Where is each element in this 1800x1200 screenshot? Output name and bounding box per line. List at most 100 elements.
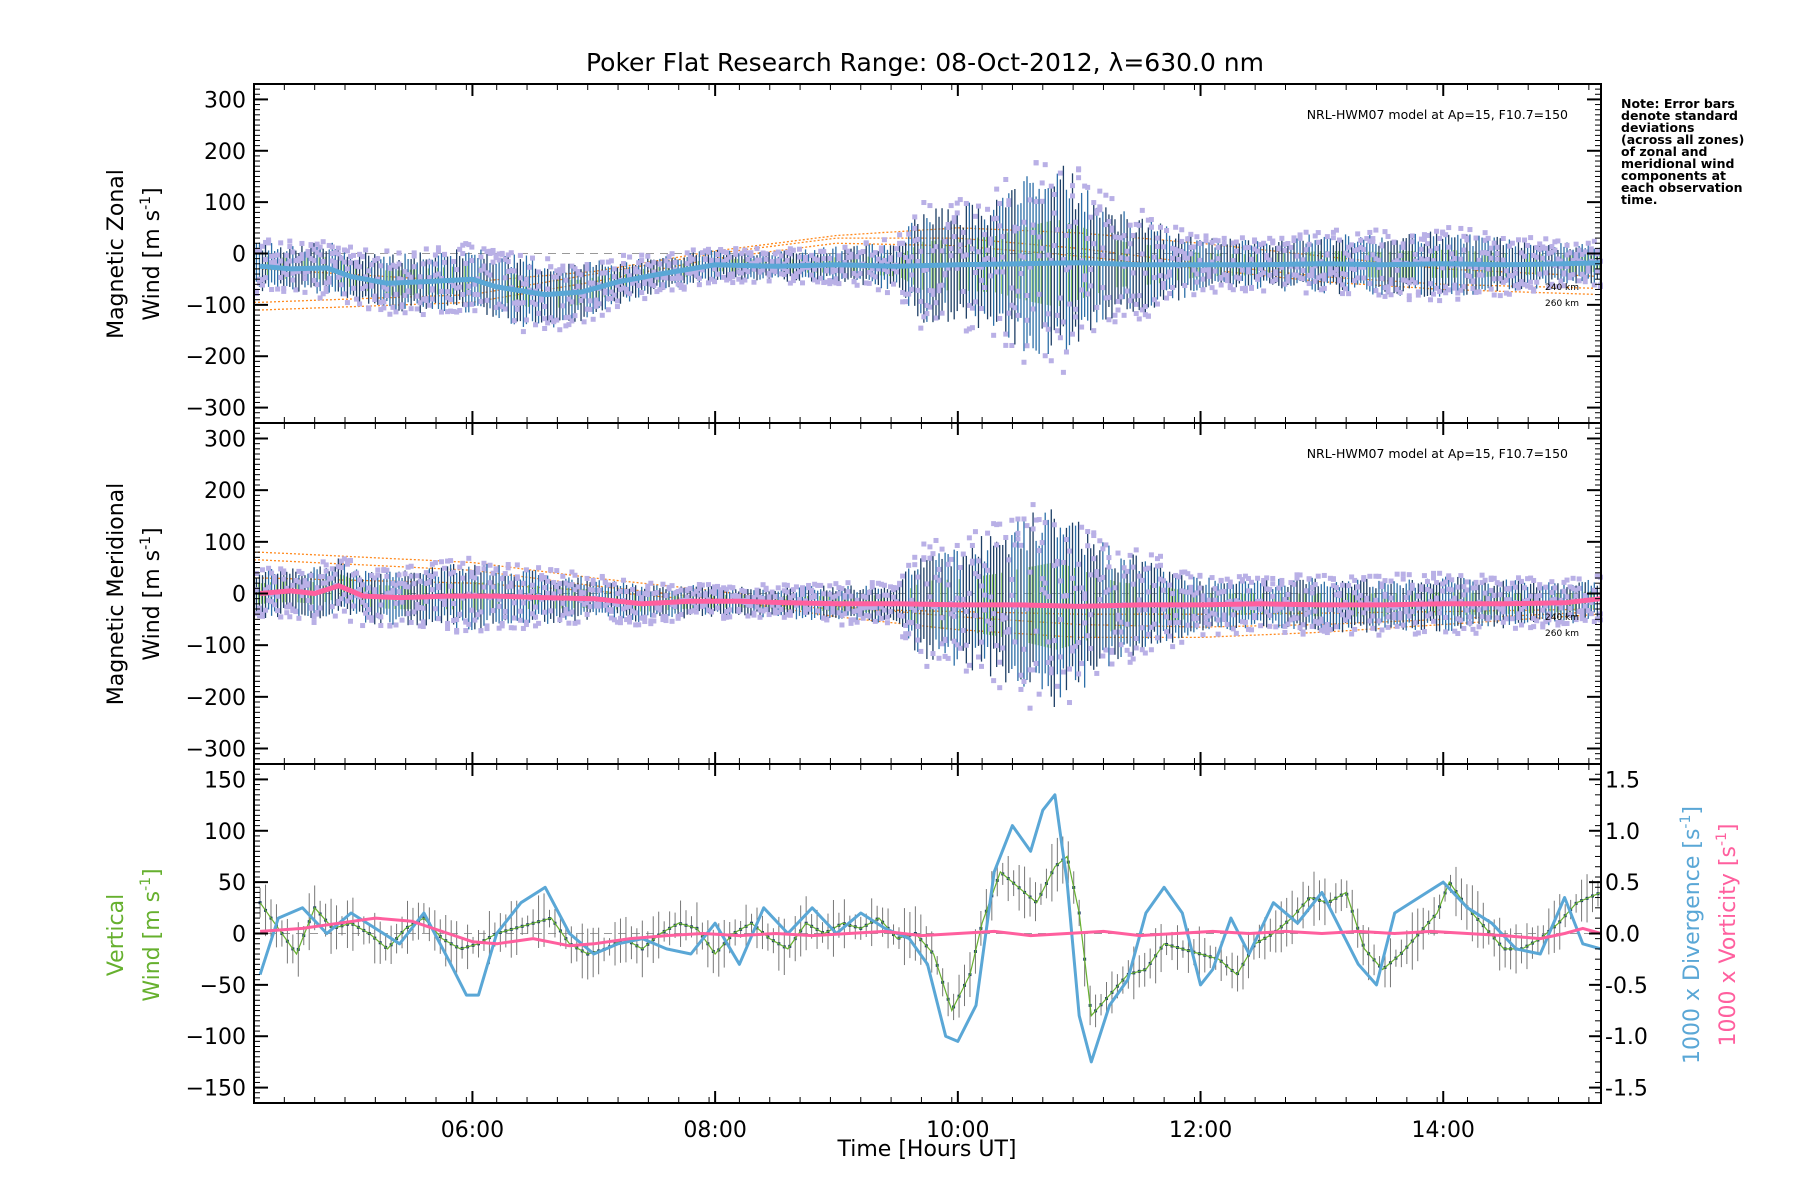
scatter-point xyxy=(432,606,438,612)
scatter-point xyxy=(1394,286,1400,292)
scatter-point xyxy=(1382,578,1388,584)
scatter-point xyxy=(630,280,636,286)
scatter-point xyxy=(621,606,627,612)
scatter-point xyxy=(429,587,435,593)
scatter-point xyxy=(903,635,909,641)
scatter-point xyxy=(924,302,930,308)
scatter-point xyxy=(1333,227,1339,233)
scatter-point xyxy=(1136,222,1142,228)
scatter-point xyxy=(1167,582,1173,588)
scatter-point xyxy=(566,620,572,626)
scatter-point xyxy=(1127,298,1133,304)
scatter-point xyxy=(560,303,566,309)
scatter-point xyxy=(569,318,575,324)
scatter-point xyxy=(1522,253,1528,259)
scatter-point xyxy=(1549,579,1555,585)
scatter-point xyxy=(445,558,451,564)
scatter-point xyxy=(1324,630,1330,636)
scatter-point xyxy=(645,276,651,282)
scatter-point xyxy=(338,596,344,602)
scatter-point xyxy=(1315,275,1321,281)
scatter-point xyxy=(660,614,666,620)
scatter-point xyxy=(390,262,396,268)
scatter-point xyxy=(493,304,499,310)
scatter-point xyxy=(1531,286,1537,292)
scatter-point xyxy=(1148,647,1154,653)
scatter-point xyxy=(323,286,329,292)
scatter-point xyxy=(851,608,857,614)
scatter-point xyxy=(1291,615,1297,621)
scatter-point xyxy=(1458,287,1464,293)
scatter-point xyxy=(1264,575,1270,581)
scatter-point xyxy=(763,607,769,613)
scatter-point xyxy=(478,267,484,273)
scatter-point xyxy=(854,254,860,260)
scatter-point xyxy=(1406,590,1412,596)
scatter-point xyxy=(1434,228,1440,234)
scatter-point xyxy=(478,609,484,615)
scatter-point xyxy=(633,269,639,275)
scatter-point xyxy=(1245,269,1251,275)
scatter-point xyxy=(1115,235,1121,241)
scatter-point xyxy=(508,580,514,586)
scatter-point xyxy=(754,246,760,252)
scatter-point xyxy=(457,564,463,570)
scatter-point xyxy=(1473,289,1479,295)
scatter-point xyxy=(696,275,702,281)
scatter-point xyxy=(1003,331,1009,337)
scatter-point xyxy=(887,609,893,615)
scatter-point xyxy=(812,581,818,587)
scatter-point xyxy=(1461,625,1467,631)
scatter-point xyxy=(1567,272,1573,278)
scatter-point xyxy=(426,579,432,585)
scatter-point xyxy=(344,266,350,272)
scatter-point xyxy=(1124,256,1130,262)
scatter-point xyxy=(884,269,890,275)
scatter-point xyxy=(666,254,672,260)
scatter-point xyxy=(1376,573,1382,579)
scatter-point xyxy=(1309,584,1315,590)
scatter-point xyxy=(645,253,651,259)
scatter-point xyxy=(1088,214,1094,220)
scatter-point xyxy=(1382,285,1388,291)
scatter-point xyxy=(1133,221,1139,227)
scatter-point xyxy=(523,281,529,287)
meridional-y-label-unit: Wind [m s xyxy=(140,550,165,661)
scatter-point xyxy=(839,622,845,628)
scatter-point xyxy=(314,585,320,591)
scatter-point xyxy=(1594,268,1600,274)
scatter-point xyxy=(906,562,912,568)
scatter-point xyxy=(945,224,951,230)
scatter-point xyxy=(1124,647,1130,653)
scatter-point xyxy=(281,285,287,291)
scatter-point xyxy=(991,611,997,617)
scatter-point xyxy=(259,567,265,573)
scatter-point xyxy=(533,604,539,610)
scatter-point xyxy=(1591,238,1597,244)
scatter-point xyxy=(1012,228,1018,234)
scatter-point xyxy=(1112,629,1118,635)
scatter-point xyxy=(378,307,384,313)
scatter-point xyxy=(1303,290,1309,296)
scatter-point xyxy=(511,268,517,274)
scatter-point xyxy=(1045,252,1051,258)
scatter-point xyxy=(1139,307,1145,313)
scatter-point xyxy=(384,573,390,579)
scatter-point xyxy=(332,571,338,577)
scatter-point xyxy=(329,575,335,581)
scatter-point xyxy=(1006,310,1012,316)
scatter-point xyxy=(341,592,347,598)
scatter-point xyxy=(624,286,630,292)
scatter-point xyxy=(1482,250,1488,256)
scatter-point xyxy=(1003,615,1009,621)
scatter-point xyxy=(1136,607,1142,613)
scatter-point xyxy=(812,593,818,599)
scatter-point xyxy=(326,279,332,285)
scatter-point xyxy=(654,590,660,596)
scatter-point xyxy=(542,316,548,322)
scatter-point xyxy=(560,263,566,269)
scatter-point xyxy=(1033,628,1039,634)
scatter-point xyxy=(985,530,991,536)
scatter-point xyxy=(1346,614,1352,620)
scatter-point xyxy=(875,580,881,586)
